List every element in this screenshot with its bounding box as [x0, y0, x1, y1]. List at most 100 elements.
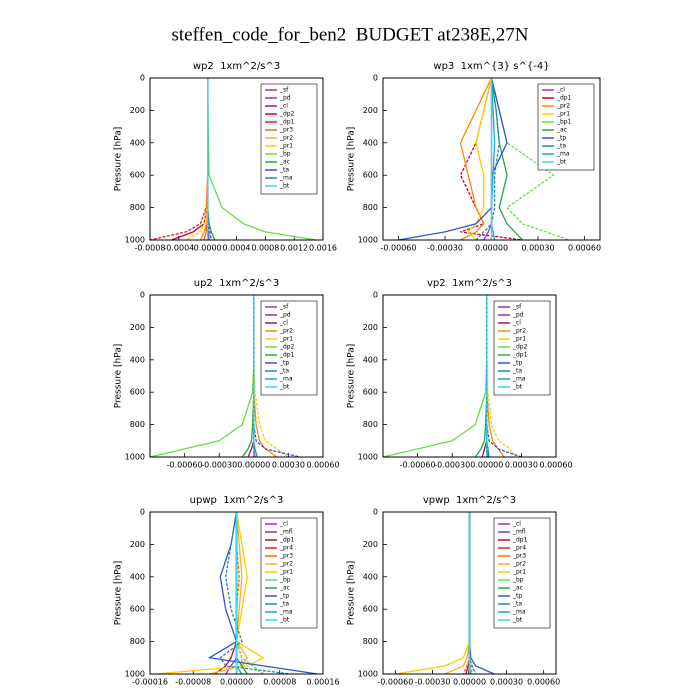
legend-label: _bt [279, 384, 290, 391]
legend-label: _pr4 [279, 545, 293, 552]
legend-label: _dp1 [512, 352, 528, 359]
y-tick-label: 400 [363, 572, 378, 581]
legend-label: _pr1 [556, 111, 570, 118]
y-tick-label: 1000 [358, 670, 378, 679]
y-tick-label: 0 [140, 74, 145, 83]
legend-box [260, 83, 318, 195]
legend-label: _ma [279, 175, 293, 182]
plot-frame [149, 511, 324, 675]
legend-label: _dp1 [279, 119, 295, 126]
legend-label: _pr3 [279, 553, 293, 560]
x-tick-label: -0.0004 [163, 244, 194, 253]
legend-label: _pr4 [512, 545, 526, 552]
legend-label: _pr1 [512, 336, 526, 343]
profile-line [155, 511, 265, 675]
legend-label: _dp2 [512, 344, 528, 351]
legend-label: _cl [279, 521, 288, 528]
x-tick-label: 0.00060 [527, 678, 560, 687]
legend-label: _pr1 [512, 569, 526, 576]
legend-label: _dp1 [556, 95, 572, 102]
panel-title: wp3 1xm^{3} s^{-4} [433, 61, 549, 72]
x-tick-label: -0.00030 [414, 678, 450, 687]
panel-title: vpwp 1xm^2/s^3 [423, 495, 516, 506]
panel: vp2 1xm^2/s^3 Pressure [hPa] 0 200 400 600 800… [347, 278, 573, 470]
x-tick-label: 0.00000 [475, 244, 508, 253]
profile-line [209, 511, 249, 675]
legend-label: _bt [279, 617, 290, 624]
legend-label: _pr3 [512, 553, 526, 560]
x-tick-label: 0.00060 [306, 461, 339, 470]
legend-label: _pr1 [279, 569, 293, 576]
legend-label: _bt [512, 384, 523, 391]
y-tick-label: 400 [363, 138, 378, 147]
legend-label: _bp [512, 577, 524, 584]
x-tick-label: 0.0004 [223, 244, 251, 253]
legend-label: _sf [512, 304, 522, 311]
x-tick-label: 0.00000 [470, 461, 503, 470]
y-tick-label: 600 [130, 605, 145, 614]
legend-label: _cl [512, 521, 521, 528]
legend-label: _dp2 [279, 111, 295, 118]
y-axis-label: Pressure [hPa] [347, 344, 357, 409]
x-tick-label: -0.0008 [135, 244, 166, 253]
legend-label: _ac [512, 585, 523, 592]
y-tick-label: 400 [363, 355, 378, 364]
legend-label: _pr2 [512, 328, 526, 335]
profile-line [219, 511, 291, 675]
legend-label: _ta [279, 601, 289, 608]
y-tick-label: 1000 [125, 236, 145, 245]
y-tick-label: 0 [373, 291, 378, 300]
x-tick-label: 0.00000 [220, 678, 253, 687]
x-tick-label: -0.00060 [167, 461, 203, 470]
legend-label: _bp1 [556, 119, 572, 126]
y-tick-label: 0 [140, 508, 145, 517]
y-tick-label: 800 [130, 203, 145, 212]
x-tick-label: -0.00016 [132, 678, 168, 687]
x-tick-label: 0.00030 [521, 244, 554, 253]
panel-title: vp2 1xm^2/s^3 [427, 278, 512, 289]
panel: upwp 1xm^2/s^3 Pressure [hPa] 0 200 400 600 80… [114, 495, 340, 687]
plot-frame [382, 511, 557, 675]
y-tick-label: 1000 [358, 236, 378, 245]
y-tick-label: 400 [130, 572, 145, 581]
y-tick-label: 600 [363, 388, 378, 397]
plot-frame [382, 77, 601, 241]
profile-line [459, 77, 493, 241]
legend-label: _ta [556, 143, 566, 150]
y-tick-label: 0 [373, 74, 378, 83]
legend-box [260, 517, 318, 629]
profile-line [475, 77, 500, 241]
legend-label: _cl [279, 320, 288, 327]
legend-label: _sf [279, 87, 289, 94]
legend-label: _ta [512, 368, 522, 375]
legend-label: _dp1 [279, 537, 295, 544]
y-axis-label: Pressure [hPa] [347, 561, 357, 626]
legend-label: _pr2 [556, 103, 570, 110]
y-tick-label: 600 [363, 605, 378, 614]
panel: vpwp 1xm^2/s^3 Pressure [hPa] 0 200 400 600 80… [347, 495, 561, 687]
plot-frame [382, 294, 557, 458]
legend-label: _ac [279, 585, 290, 592]
panel-title: wp2 1xm^2/s^3 [193, 61, 280, 72]
y-tick-label: 200 [363, 323, 378, 332]
legend-label: _pr2 [279, 561, 293, 568]
legend-label: _pr1 [279, 143, 293, 150]
legend-label: _tp [512, 593, 522, 600]
y-tick-label: 200 [130, 323, 145, 332]
y-tick-label: 800 [130, 637, 145, 646]
x-tick-label: -0.00060 [400, 461, 436, 470]
legend-label: _dp1 [512, 537, 528, 544]
x-tick-label: 0.00000 [237, 461, 270, 470]
x-tick-label: -0.00030 [434, 461, 470, 470]
y-tick-label: 200 [363, 106, 378, 115]
x-tick-label: 0.00030 [505, 461, 538, 470]
y-tick-label: 0 [373, 508, 378, 517]
y-tick-label: 800 [130, 420, 145, 429]
legend-box [493, 517, 551, 629]
legend-label: _ac [279, 159, 290, 166]
main-title: steffen_code_for_ben2 BUDGET at238E,27N [171, 24, 528, 45]
legend-label: _cl [556, 87, 565, 94]
y-axis-label: Pressure [hPa] [114, 344, 124, 409]
legend-label: _bp [279, 577, 291, 584]
y-axis-label: Pressure [hPa] [114, 127, 124, 192]
